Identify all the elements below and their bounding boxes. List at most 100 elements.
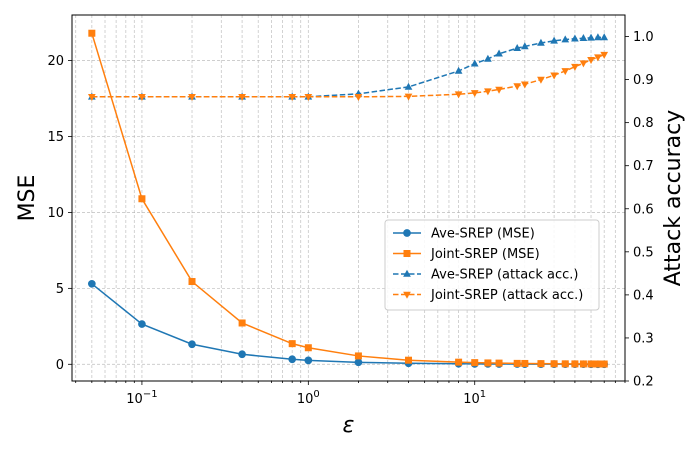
y-right-tick-label: 0.3 [633, 331, 654, 346]
y-left-tick-label: 10 [47, 206, 64, 221]
y-right-tick-label: 0.7 [633, 159, 654, 174]
data-point [288, 94, 297, 102]
y-right-tick-label: 0.9 [633, 73, 654, 88]
x-tick-label: 101 [463, 389, 486, 407]
legend-marker [403, 291, 411, 299]
legend-marker [403, 269, 411, 277]
series-layer [87, 29, 609, 369]
x-axis-label: ε [343, 413, 355, 438]
data-point [138, 320, 146, 328]
data-point [513, 43, 522, 51]
y-left-tick-label: 20 [47, 54, 64, 69]
data-point [561, 35, 570, 43]
legend-item: Joint-SREP (MSE) [393, 247, 540, 262]
y-right-tick-label: 0.8 [633, 116, 654, 131]
data-point [188, 94, 196, 102]
data-point [354, 358, 363, 367]
y-right-tick-label: 0.5 [633, 245, 654, 260]
data-point [550, 36, 558, 44]
series-3 [87, 51, 609, 102]
data-point [470, 59, 479, 67]
data-point [600, 360, 608, 368]
legend-item: Ave-SREP (MSE) [393, 227, 535, 242]
data-point [88, 29, 96, 37]
data-point [520, 42, 529, 50]
data-point [304, 356, 313, 365]
data-point [484, 88, 492, 96]
legend: Ave-SREP (MSE) Joint-SREP (MSE) Ave-SREP (… [384, 219, 600, 311]
data-point [454, 91, 463, 99]
data-point [495, 86, 503, 94]
y-left-tick-label: 0 [56, 358, 64, 373]
y-axis-right-label: Attack accuracy [661, 110, 686, 286]
data-point [304, 344, 312, 352]
data-point [471, 359, 479, 367]
series-2 [87, 33, 609, 100]
x-tick-label: 10−1 [126, 389, 157, 407]
data-point [188, 340, 196, 349]
data-point [513, 83, 522, 91]
plot-frame [71, 14, 626, 382]
y-left-tick-label: 15 [47, 130, 64, 145]
data-point [288, 340, 296, 348]
data-point [587, 56, 595, 64]
data-point [470, 90, 479, 98]
legend-items: Ave-SREP (MSE) Joint-SREP (MSE) Ave-SREP (… [393, 227, 583, 303]
data-point [455, 358, 463, 366]
data-point [571, 63, 579, 71]
data-point [354, 94, 363, 102]
legend-label: Ave-SREP (attack acc.) [431, 268, 578, 283]
data-point [405, 356, 413, 364]
data-point [238, 94, 246, 102]
data-point [87, 94, 96, 102]
data-point [87, 279, 96, 288]
data-point [571, 34, 579, 42]
data-point [188, 278, 196, 286]
data-point [513, 359, 521, 367]
y-axis-left-label: MSE [15, 175, 40, 222]
series-line [91, 53, 605, 98]
grid-layer [72, 15, 626, 381]
legend-item: Joint-SREP (attack acc.) [393, 288, 583, 303]
data-point [304, 94, 313, 102]
axis-layer: 0 5 10 15 20 0.2 0.3 0.4 0.5 0.6 0.7 0.8 0.9 1.0 10−1 1… [47, 30, 653, 407]
data-point [138, 195, 146, 203]
data-point [550, 72, 558, 80]
data-point [594, 54, 602, 62]
data-point [138, 94, 146, 102]
data-point [288, 355, 297, 364]
data-point [579, 34, 588, 42]
data-point [594, 33, 602, 41]
data-point [520, 81, 529, 89]
legend-item: Ave-SREP (attack acc.) [393, 268, 578, 283]
data-point [571, 360, 579, 368]
data-point [537, 76, 545, 84]
y-right-tick-label: 0.4 [633, 288, 654, 303]
legend-marker [403, 229, 411, 237]
y-right-tick-label: 0.2 [633, 375, 654, 390]
data-point [587, 360, 595, 368]
data-point [579, 360, 587, 368]
data-point [561, 68, 570, 76]
data-point [561, 360, 569, 368]
data-point [484, 359, 492, 367]
data-point [404, 82, 413, 90]
data-point [454, 66, 463, 74]
data-point [354, 352, 362, 360]
data-point [521, 359, 529, 367]
data-point [495, 359, 503, 367]
legend-label: Joint-SREP (MSE) [430, 247, 540, 262]
data-point [594, 360, 602, 368]
series-line [91, 36, 605, 98]
legend-marker [403, 250, 411, 257]
data-point [587, 33, 595, 41]
y-right-tick-label: 0.6 [633, 202, 654, 217]
legend-box [384, 219, 600, 311]
legend-label: Joint-SREP (attack acc.) [430, 288, 583, 303]
data-point [600, 33, 609, 41]
data-point [404, 93, 413, 101]
data-point [484, 54, 492, 62]
data-point [550, 360, 558, 368]
